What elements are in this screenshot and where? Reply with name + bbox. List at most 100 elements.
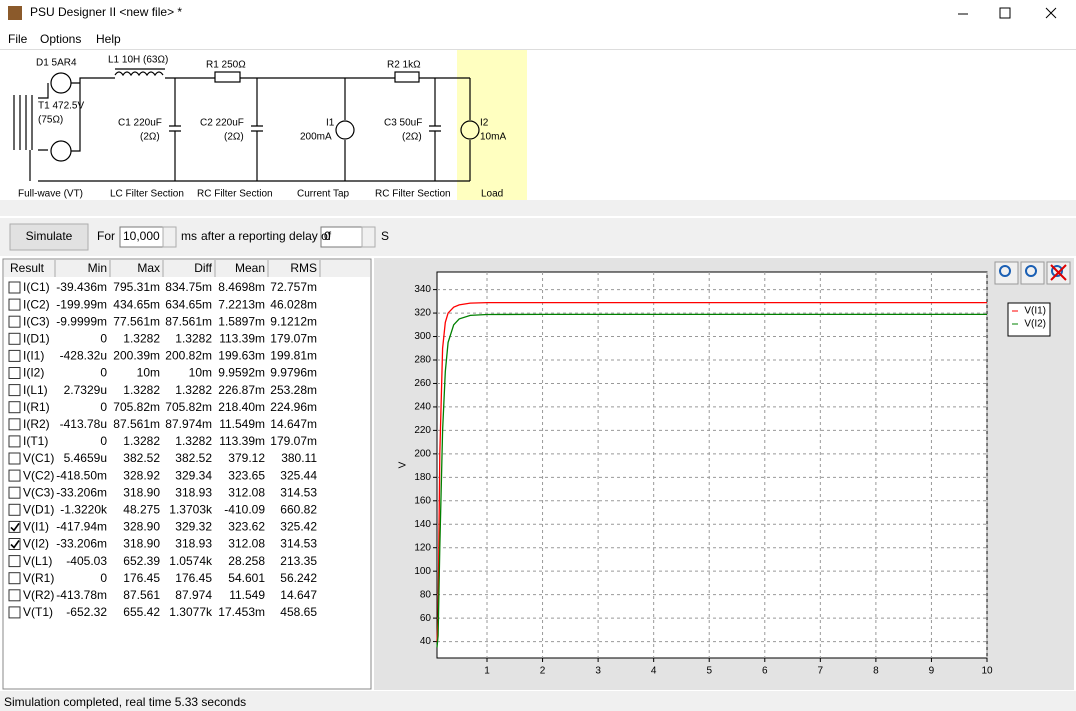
result-value: 176.45 <box>123 571 160 585</box>
result-value: 28.258 <box>228 554 265 568</box>
checkbox[interactable] <box>8 589 21 602</box>
delay-spinner[interactable] <box>361 226 376 248</box>
checkbox[interactable] <box>8 606 21 619</box>
menu-item[interactable]: Options <box>40 32 81 46</box>
checkbox[interactable] <box>8 503 21 516</box>
x-tick-label: 9 <box>929 666 935 677</box>
checkbox[interactable] <box>8 298 21 311</box>
result-value: 0 <box>100 434 107 448</box>
checkbox[interactable] <box>8 281 21 294</box>
result-name: V(C1) <box>23 451 54 465</box>
result-value: 213.35 <box>280 554 317 568</box>
checkbox[interactable] <box>8 435 21 448</box>
checkbox[interactable] <box>8 469 21 482</box>
result-value: 87.561 <box>123 588 160 602</box>
checkbox[interactable] <box>8 452 21 465</box>
section-label: Full-wave (VT) <box>18 189 83 200</box>
maximize-button[interactable] <box>999 7 1011 19</box>
component-label: R1 250Ω <box>206 60 246 71</box>
column-header: Mean <box>235 261 265 275</box>
result-name: I(C2) <box>23 297 50 311</box>
result-value: 2.7329u <box>64 383 107 397</box>
simulate-button[interactable] <box>9 223 89 251</box>
duration-value: 10,000 <box>123 229 160 243</box>
result-value: 434.65m <box>113 297 160 311</box>
result-value: 318.90 <box>123 485 160 499</box>
result-value: 87.561m <box>165 314 212 328</box>
status-text: Simulation completed, real time 5.33 sec… <box>4 695 246 709</box>
result-name: V(C2) <box>23 468 54 482</box>
result-value: 87.974m <box>165 417 212 431</box>
checkbox[interactable] <box>8 401 21 414</box>
y-tick-label: 220 <box>414 425 431 436</box>
result-value: 379.12 <box>228 451 265 465</box>
zoom-icon <box>1051 265 1063 277</box>
menu-item[interactable]: File <box>8 32 28 46</box>
checkbox[interactable] <box>8 418 21 431</box>
component-label: T1 472.5V <box>38 101 84 112</box>
column-header: Diff <box>194 261 212 275</box>
delay-label: after a reporting delay of <box>201 229 332 243</box>
x-tick-label: 8 <box>873 666 879 677</box>
result-value: 179.07m <box>270 434 317 448</box>
checkmark <box>10 522 20 532</box>
result-value: 323.65 <box>228 468 265 482</box>
result-value: 179.07m <box>270 331 317 345</box>
result-name: I(D1) <box>23 331 50 345</box>
result-value: 328.90 <box>123 520 160 534</box>
result-value: 323.62 <box>228 520 265 534</box>
result-value: 253.28m <box>270 383 317 397</box>
result-name: I(R2) <box>23 417 50 431</box>
result-value: 314.53 <box>280 485 317 499</box>
result-value: 0 <box>100 366 107 380</box>
result-value: 199.81m <box>270 349 317 363</box>
component-label: I1 <box>326 118 335 129</box>
result-value: -418.50m <box>56 468 107 482</box>
checkbox[interactable] <box>8 486 21 499</box>
component-label: (2Ω) <box>224 132 244 143</box>
series-line <box>436 301 987 642</box>
legend-box <box>1007 302 1051 337</box>
component-label: C3 50uF <box>384 118 422 129</box>
checkbox[interactable] <box>8 332 21 345</box>
result-value: 17.453m <box>218 605 265 619</box>
series-line <box>436 313 987 648</box>
result-value: 328.92 <box>123 468 160 482</box>
result-value: 1.3282 <box>123 434 160 448</box>
checkbox[interactable] <box>8 367 21 379</box>
checkbox[interactable] <box>8 572 21 585</box>
horizontal-scrollbar[interactable] <box>0 200 1076 216</box>
simulate-label: Simulate <box>26 229 73 243</box>
result-value: -410.09 <box>224 502 265 516</box>
checkbox[interactable] <box>8 555 21 568</box>
close-button[interactable] <box>1045 7 1057 19</box>
menu-item[interactable]: Help <box>96 32 121 46</box>
result-value: 9.1212m <box>270 314 317 328</box>
for-label: For <box>97 229 115 243</box>
s-label: S <box>381 229 389 243</box>
result-value: 1.3282 <box>123 331 160 345</box>
result-value: -413.78u <box>60 417 107 431</box>
component-label: 10mA <box>480 132 506 143</box>
checkbox[interactable] <box>8 384 21 397</box>
result-value: 1.0574k <box>169 554 213 568</box>
ms-label: ms <box>181 229 197 243</box>
result-value: 660.82 <box>280 502 317 516</box>
section-label: RC Filter Section <box>197 189 273 200</box>
result-name: I(C3) <box>23 314 50 328</box>
checkbox[interactable] <box>8 520 21 533</box>
checkbox[interactable] <box>8 538 21 550</box>
checkbox[interactable] <box>8 315 21 328</box>
zoom-icon <box>1025 265 1037 277</box>
result-value: -413.78m <box>56 588 107 602</box>
result-value: 382.52 <box>123 451 160 465</box>
duration-spinner[interactable] <box>162 226 177 248</box>
result-value: 329.32 <box>175 520 212 534</box>
plot-area <box>436 271 988 659</box>
checkbox[interactable] <box>8 349 21 362</box>
component-label: I2 <box>480 118 489 129</box>
result-value: 380.11 <box>281 451 317 465</box>
result-value: 14.647 <box>280 588 317 602</box>
result-value: 795.31m <box>113 280 160 294</box>
